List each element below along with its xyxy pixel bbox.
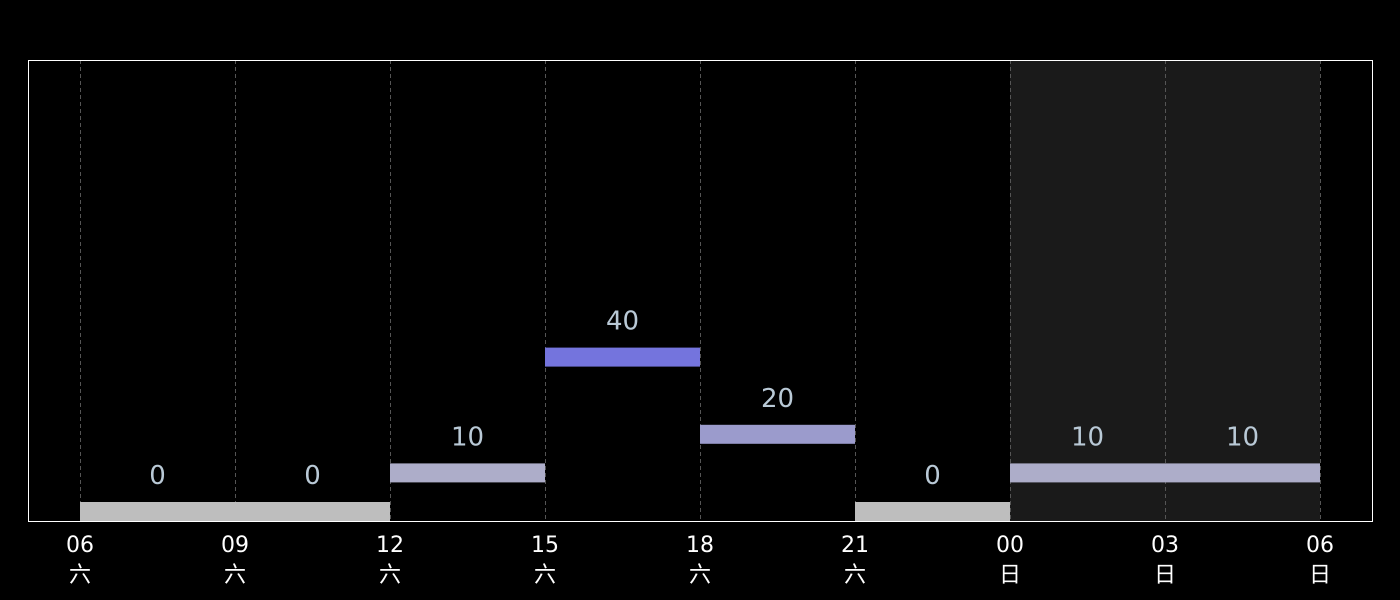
- bar-7: [1165, 463, 1320, 483]
- tick-label-layer: 06 六 09 六 12 六 15 六 18 六 21 六 00 日 03 日 06 日: [66, 533, 1334, 588]
- bar-layer: [80, 347, 1320, 521]
- bar-0: [80, 502, 235, 521]
- x-tick-day-8: 日: [1309, 563, 1331, 588]
- value-label-5: 0: [924, 461, 941, 491]
- bar-5: [855, 502, 1010, 521]
- x-tick-time-8: 06: [1306, 533, 1334, 558]
- value-label-7: 10: [1226, 422, 1259, 452]
- x-tick-day-5: 六: [844, 563, 866, 588]
- value-label-2: 10: [451, 422, 484, 452]
- bar-1: [235, 502, 390, 521]
- value-label-layer: 0 0 10 40 20 0 10 10: [149, 307, 1259, 491]
- bar-2: [390, 463, 545, 483]
- bar-3: [545, 347, 700, 367]
- x-tick-day-6: 日: [999, 563, 1021, 588]
- x-tick-time-7: 03: [1151, 533, 1179, 558]
- value-label-0: 0: [149, 461, 166, 491]
- x-tick-time-6: 00: [996, 533, 1024, 558]
- plot-frame: [28, 60, 1373, 522]
- value-label-1: 0: [304, 461, 321, 491]
- x-tick-time-3: 15: [531, 533, 559, 558]
- x-tick-day-1: 六: [224, 563, 246, 588]
- x-tick-day-7: 日: [1154, 563, 1176, 588]
- x-tick-time-2: 12: [376, 533, 404, 558]
- value-label-4: 20: [761, 384, 794, 414]
- bar-6: [1010, 463, 1165, 483]
- x-tick-time-5: 21: [841, 533, 869, 558]
- x-tick-time-1: 09: [221, 533, 249, 558]
- bar-4: [700, 424, 855, 444]
- shaded-range-layer: [1010, 60, 1320, 521]
- x-tick-time-4: 18: [686, 533, 714, 558]
- x-tick-day-3: 六: [534, 563, 556, 588]
- value-label-3: 40: [606, 307, 639, 337]
- x-tick-day-4: 六: [689, 563, 711, 588]
- x-tick-time-0: 06: [66, 533, 94, 558]
- x-tick-day-0: 六: [69, 563, 91, 588]
- value-label-6: 10: [1071, 422, 1104, 452]
- x-tick-day-2: 六: [379, 563, 401, 588]
- shaded-range-0: [1010, 60, 1320, 521]
